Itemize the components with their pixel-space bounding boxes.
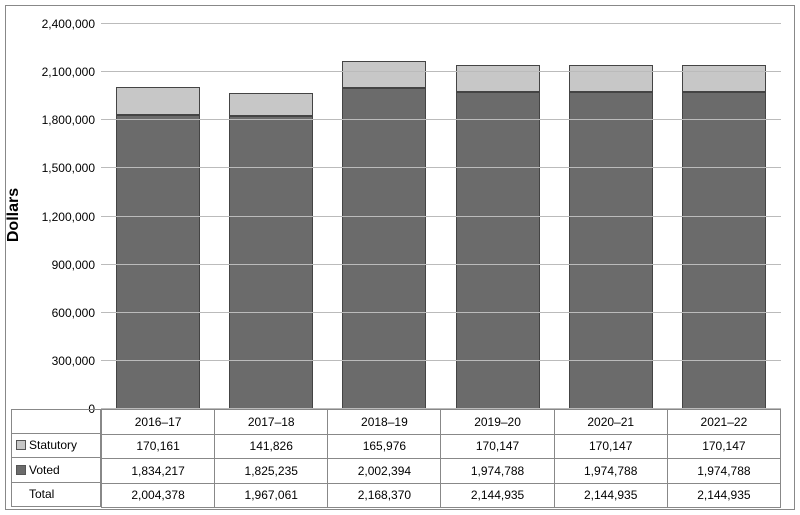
bar-slot <box>668 24 781 409</box>
total-row: 2,004,3781,967,0612,168,3702,144,9352,14… <box>102 483 781 508</box>
voted-cell: 2,002,394 <box>328 459 441 484</box>
y-tick: 900,000 <box>52 258 95 272</box>
voted-swatch <box>16 465 26 475</box>
bar-slot <box>441 24 554 409</box>
statutory-segment <box>342 61 426 88</box>
category-cell: 2017–18 <box>215 410 328 435</box>
row-headers: Statutory Voted Total <box>11 409 101 507</box>
data-table: 2016–172017–182018–192019–202020–212021–… <box>101 409 781 508</box>
bar-slot <box>214 24 327 409</box>
category-cell: 2018–19 <box>328 410 441 435</box>
voted-segment <box>456 92 540 409</box>
bar-slot <box>101 24 214 409</box>
voted-segment <box>116 115 200 409</box>
statutory-cell: 170,161 <box>102 434 215 459</box>
statutory-row-header: Statutory <box>11 434 101 459</box>
y-tick: 1,800,000 <box>42 113 95 127</box>
voted-segment <box>682 92 766 409</box>
y-axis-label: Dollars <box>5 188 23 242</box>
voted-row: 1,834,2171,825,2352,002,3941,974,7881,97… <box>102 459 781 484</box>
y-tick: 1,500,000 <box>42 161 95 175</box>
category-cell: 2021–22 <box>667 410 780 435</box>
voted-label: Voted <box>29 463 60 477</box>
bar <box>682 65 766 409</box>
bars-group <box>101 24 781 409</box>
statutory-cell: 141,826 <box>215 434 328 459</box>
bar-slot <box>554 24 667 409</box>
statutory-row: 170,161141,826165,976170,147170,147170,1… <box>102 434 781 459</box>
grid-line <box>101 312 781 313</box>
bar <box>569 65 653 409</box>
voted-cell: 1,974,788 <box>554 459 667 484</box>
statutory-cell: 165,976 <box>328 434 441 459</box>
category-row: 2016–172017–182018–192019–202020–212021–… <box>102 410 781 435</box>
total-cell: 2,144,935 <box>441 483 554 508</box>
statutory-cell: 170,147 <box>667 434 780 459</box>
statutory-cell: 170,147 <box>554 434 667 459</box>
y-tick: 600,000 <box>52 306 95 320</box>
voted-segment <box>229 116 313 409</box>
voted-segment <box>569 92 653 409</box>
bar <box>456 65 540 409</box>
statutory-label: Statutory <box>29 438 77 452</box>
statutory-segment <box>229 93 313 116</box>
voted-row-header: Voted <box>11 458 101 483</box>
y-tick: 2,100,000 <box>42 65 95 79</box>
statutory-cell: 170,147 <box>441 434 554 459</box>
total-label: Total <box>29 487 54 501</box>
statutory-segment <box>682 65 766 92</box>
grid-line <box>101 167 781 168</box>
category-cell: 2020–21 <box>554 410 667 435</box>
total-cell: 2,004,378 <box>102 483 215 508</box>
voted-cell: 1,825,235 <box>215 459 328 484</box>
chart-frame: Dollars 0300,000600,000900,0001,200,0001… <box>5 5 795 510</box>
grid-line <box>101 216 781 217</box>
statutory-segment <box>456 65 540 92</box>
voted-cell: 1,974,788 <box>441 459 554 484</box>
bar <box>342 61 426 409</box>
statutory-swatch <box>16 440 26 450</box>
total-cell: 2,168,370 <box>328 483 441 508</box>
voted-cell: 1,834,217 <box>102 459 215 484</box>
category-cell: 2019–20 <box>441 410 554 435</box>
statutory-segment <box>569 65 653 92</box>
y-tick: 1,200,000 <box>42 210 95 224</box>
category-row-header <box>11 409 101 434</box>
plot-area: 0300,000600,000900,0001,200,0001,500,000… <box>101 24 781 409</box>
grid-line <box>101 23 781 24</box>
bar <box>229 93 313 409</box>
voted-cell: 1,974,788 <box>667 459 780 484</box>
bar-slot <box>328 24 441 409</box>
total-cell: 2,144,935 <box>554 483 667 508</box>
y-tick: 2,400,000 <box>42 17 95 31</box>
grid-line <box>101 71 781 72</box>
total-row-header: Total <box>11 483 101 508</box>
y-tick: 300,000 <box>52 354 95 368</box>
category-cell: 2016–17 <box>102 410 215 435</box>
grid-line <box>101 264 781 265</box>
total-cell: 2,144,935 <box>667 483 780 508</box>
grid-line <box>101 119 781 120</box>
total-cell: 1,967,061 <box>215 483 328 508</box>
grid-line <box>101 360 781 361</box>
statutory-segment <box>116 87 200 114</box>
